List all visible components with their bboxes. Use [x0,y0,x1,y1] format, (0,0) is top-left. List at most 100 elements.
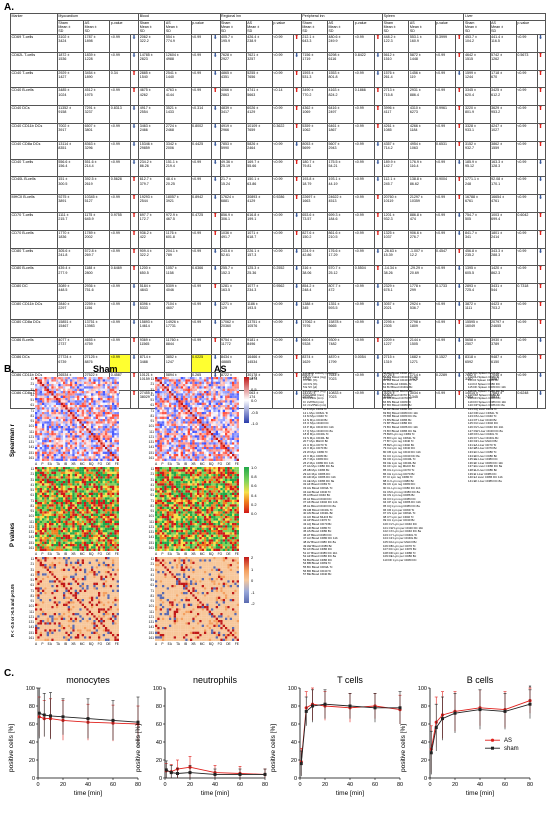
as-cell: 1801 ± 2414 [489,229,517,249]
heatmap-spearman-as [155,377,239,461]
legend-item: 62 BJ Blood CD40L Bc [383,385,413,390]
as-cell: 1456 ± 119 [408,69,436,89]
legend-item: 113 DI Spleen CD80 Bc [468,378,499,383]
arrow-up-icon: ⬆ [373,265,384,285]
p-value-cell: <0.99 [190,229,213,249]
legend-item: 140 EJ Liver CD86 DC 11b [468,475,503,480]
as-cell: 1188 ± 2800 [83,265,111,285]
legend-item: 91 CM Lym reg CD80 DC 8a [383,489,420,494]
as-cell: 175.5 ± 54.21 [327,158,355,178]
p-value-cell: <0.99 [434,69,457,89]
marker-cell: CD40 DCs [10,105,58,124]
arrow-up-icon: ⬆ [536,105,546,124]
arrow-down-icon: ⬇ [455,265,465,285]
y-tick-label: 21 [150,472,154,477]
table-row: CD40 DCs 11352 ± 9158 7291 ± 3237 0.8313 ⬇ 49… [10,105,546,124]
arrow-down-icon: ⬇ [292,283,302,302]
arrow-up-icon: ⬆ [292,105,302,124]
y-tick-label: 40 [29,740,35,746]
arrow-up-icon: ⬆ [536,318,546,338]
x-tick-label: 20 [452,782,458,788]
legend-item: 53 BA Blood CD86 DC [303,557,333,562]
marker-cell: CD40 B-cells [10,87,58,107]
y-tick-label: 11 [150,467,154,471]
as-cell: 163.3 ± 128.3 [489,158,517,178]
legend-item: 6 F LV mass (mg) [303,388,326,393]
legend-item: 88 CJ Lym reg CD80 Bc [383,478,415,483]
y-tick-label: 11 [30,467,34,471]
p-value-cell: <0.99 [353,300,375,320]
legend-item: 133 EC Liver CD80 Tc [468,450,497,455]
as-cell: 6461 ± 1867 [327,122,355,142]
sham-cell: 3057 ± 2021 [382,300,410,320]
sham-cell: 15346 ± 29859 [138,140,166,160]
sham-cell: 827.6 ± 150.2 [300,229,329,249]
arrow-up-icon: ⬆ [292,354,302,374]
y-tick-label: 51 [30,578,34,582]
as-cell: 807.7 ± 472 [327,283,355,302]
as-cell: 861.6 ± 210.5 [327,229,355,249]
legend-item: 115 DK Spleen CD80 DC 11b [468,385,506,390]
p-value-cell: <0.99 [190,51,213,71]
x-tick-label: BQ [88,552,94,556]
legend-item: 104 CZ Lym per CD40L Bc [383,536,418,541]
x-tick-label: A [155,642,158,646]
as-cell: 1778 ± 299 [408,283,436,302]
x-tick-label: FE [114,642,119,646]
x-tick-label: FO [97,462,103,466]
p-value-cell: <0.99 [353,140,375,160]
p-value-cell: <0.99 [109,247,131,267]
data-point-sham [503,709,507,713]
legend-item: 23 W Myo CD80 Tc [303,450,328,455]
sham-cell: 22697 ± 1663 [300,194,329,213]
arrow-up-icon: ⬆ [455,87,465,107]
marker-header: Marker [10,13,58,35]
arrow-up-icon: ⬆ [292,229,302,249]
as-cell: 15878 ± 5665 [327,318,355,338]
legend-marker [491,746,494,750]
x-tick-label: 0 [163,782,166,788]
heatmap-title-sham: Sham [93,364,118,374]
sham-cell: 7853 ± 5990 [219,140,247,160]
x-tick-label: TA [176,462,180,466]
sham-cell: 653.6 ± 73.57 [300,211,329,231]
sub-header: p-value [190,20,221,35]
sham-cell: 3328 ± 933.1 [463,122,491,142]
as-cell: 3425 ± 612.2 [489,87,517,107]
y-tick-label: 0 [32,776,35,782]
sham-cell: 8714 ± 3488 [138,354,166,374]
legend-item: 24 X Myo CD80 Bc [303,453,328,458]
legend-item: 41 AO Blood MHCII Bc [303,514,333,519]
marker-cell: CD40 CD8a DCs [10,140,58,160]
arrow-up-icon: ⬆ [455,194,465,213]
p-value-cell: <0.99 [434,265,457,285]
y-tick-label: 60 [156,722,162,728]
legend-item: 103 CY Lym per CD40L Tc [383,532,418,537]
p-value-cell: 0.6248 [515,389,538,409]
y-tick-label: 11 [150,557,154,561]
p-value-cell: 0.9562 [271,283,294,302]
x-tick-label: IB [64,462,68,466]
p-value-cell: <0.99 [353,229,375,249]
arrow-up-icon: ⬆ [292,122,302,142]
as-cell: 3930 ± 3789 [489,336,517,356]
as-cell: 14926 ± 17731 [164,318,192,338]
as-cell: 10109 ± 7659 [245,122,273,142]
y-tick-label: 100 [153,686,162,692]
p-value-cell: <0.99 [515,300,538,320]
sham-cell: 11352 ± 9158 [56,105,85,124]
legend-item: 121 DQ Liver CD69 Tc [468,406,497,411]
legend-item: 84 CF Lym reg MHCII Bc [383,464,416,469]
table-row: CD86 B-cells 4077 ± 2737 4655 ± 4759 <0.99 ⬆… [10,336,546,356]
as-cell: 193.1 ± 44.19 [327,176,355,196]
legend-item: 4 D FS (%) [303,381,318,386]
p-value-cell: <0.99 [515,354,538,374]
legend-item: 95 CQ Lym reg CD86 DC 8a [383,503,420,508]
arrow-up-icon: ⬆ [373,87,384,107]
sham-cell: 2929 ± 1427 [56,69,85,89]
p-value-cell: <0.99 [515,229,538,249]
as-cell: 10345 ± 5127 [83,194,111,213]
marker-cell: CD80 DC [10,283,58,302]
legend-item: 27 AA Myo CD80 DC 8a [303,464,335,469]
line-chart: 0 20 40 60 80 100 0 20 40 60 80 [26,686,141,788]
